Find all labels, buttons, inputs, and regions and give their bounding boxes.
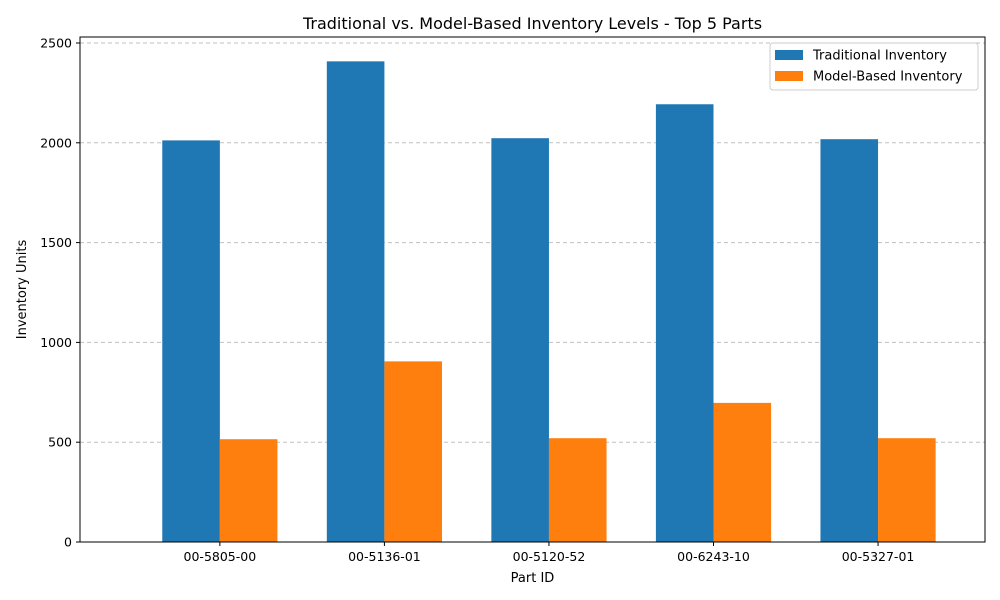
bar-traditional-00-6243-10 [655,104,714,543]
bar-traditional-00-5120-52 [491,138,549,543]
legend-swatch [775,71,803,81]
x-tick-label: 00-5805-00 [184,549,257,564]
plot-frame [79,36,986,543]
legend-box [769,42,979,91]
y-axis-label: Inventory Units [15,240,30,340]
legend: Traditional Inventory Model-Based Invento… [769,42,979,91]
x-tick-label: 00-6243-10 [677,549,750,564]
x-tick-label: 00-5327-01 [842,549,915,564]
x-tick-label: 00-5120-52 [513,549,586,564]
y-tick-label: 1000 [40,335,72,350]
bar-traditional-00-5327-01 [820,139,879,542]
y-axis-ticks: 0 500 1000 1500 2000 2500 [40,35,80,550]
y-tick-label: 1500 [40,235,72,250]
bar-model-based-00-5120-52 [548,438,607,542]
legend-swatch [775,50,803,60]
bar-model-based-00-6243-10 [713,402,772,542]
bars [162,61,936,543]
x-axis-ticks: 00-5805-00 00-5136-01 00-5120-52 00-6243-10… [184,542,915,564]
bar-model-based-00-5805-00 [219,439,278,542]
y-tick-label: 2000 [40,135,72,150]
bar-model-based-00-5327-01 [878,438,936,542]
legend-label: Traditional Inventory [812,49,947,64]
y-tick-label: 2500 [40,35,72,50]
bar-model-based-00-5136-01 [384,361,442,542]
legend-label: Model-Based Inventory [813,70,963,85]
y-tick-label: 0 [64,535,72,550]
bar-traditional-00-5136-01 [326,61,385,543]
x-tick-label: 00-5136-01 [348,549,421,564]
x-axis-label: Part ID [511,571,555,586]
y-tick-label: 500 [48,435,72,450]
bar-traditional-00-5805-00 [162,140,220,542]
chart-title: Traditional vs. Model-Based Inventory Le… [302,14,762,33]
